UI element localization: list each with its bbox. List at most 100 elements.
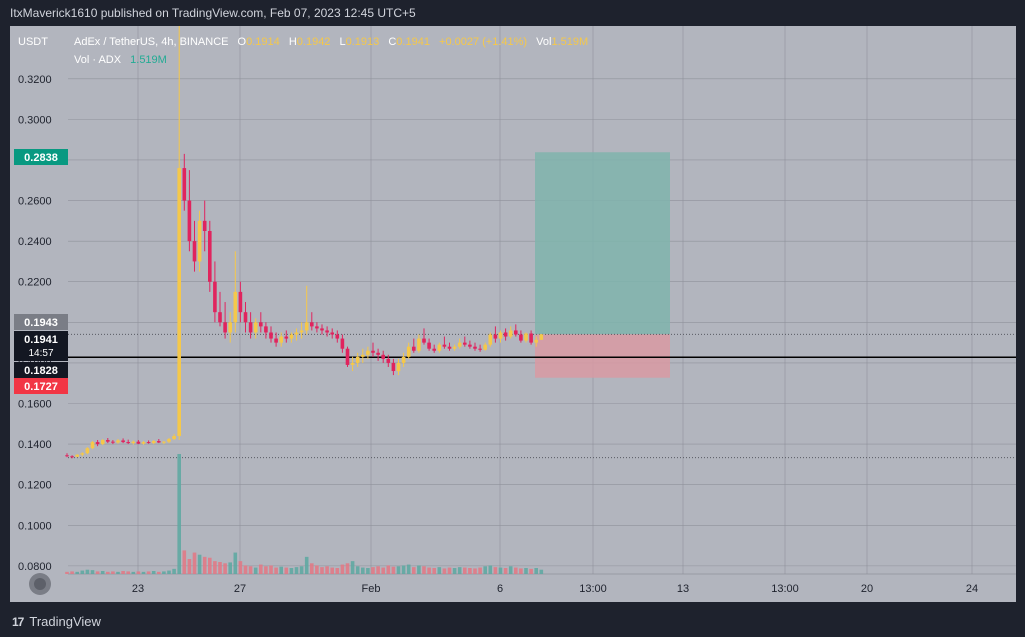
volume-bar xyxy=(116,571,120,574)
volume-bar xyxy=(366,568,370,574)
candles xyxy=(65,26,544,459)
candle-body xyxy=(218,312,222,323)
volume-bar xyxy=(350,561,355,574)
candle-body xyxy=(208,230,212,282)
volume-bar xyxy=(126,571,130,574)
volume-bar xyxy=(111,571,115,574)
long-position-tool[interactable] xyxy=(535,152,670,378)
volume-bar xyxy=(376,566,380,574)
candle-body xyxy=(100,440,105,445)
volume-bar xyxy=(172,568,176,574)
candle-body xyxy=(396,362,401,372)
volume-bar xyxy=(121,571,125,574)
volume-bar xyxy=(457,567,462,574)
candle-body xyxy=(85,448,90,454)
volume-indicator-title[interactable]: Vol · ADX xyxy=(74,54,122,66)
profit-zone xyxy=(535,152,670,335)
target-badge-bg xyxy=(14,149,68,165)
volume-bar xyxy=(498,567,503,574)
high-value: 0.1942 xyxy=(297,36,331,48)
candle-body xyxy=(345,348,350,365)
symbol-title[interactable]: AdEx / TetherUS, 4h, BINANCE xyxy=(74,36,228,48)
candle-body xyxy=(70,456,74,458)
candle-body xyxy=(488,334,493,345)
volume-bars xyxy=(65,454,544,574)
candle-body xyxy=(233,291,238,323)
volume-bar xyxy=(355,566,360,574)
candle-body xyxy=(508,330,513,337)
volume-bar xyxy=(182,550,187,574)
volume-bar xyxy=(488,565,493,574)
scroll-dot-icon xyxy=(34,578,46,590)
candle-body xyxy=(320,328,324,331)
candle-body xyxy=(167,439,171,442)
candle-body xyxy=(493,334,498,339)
time-tick-label: 20 xyxy=(861,583,873,595)
candle-body xyxy=(498,332,503,339)
candle-body xyxy=(213,281,217,313)
volume-bar xyxy=(304,556,309,574)
volume-bar xyxy=(514,567,518,574)
close-value: 0.1941 xyxy=(396,36,430,48)
volume-bar xyxy=(299,566,304,574)
candle-body xyxy=(524,333,528,341)
volume-bar xyxy=(157,571,161,574)
volume-bar xyxy=(539,569,544,574)
volume-bar xyxy=(284,567,289,574)
brand-name: TradingView xyxy=(29,614,101,629)
candle-body xyxy=(447,346,452,349)
price-tick-label: 0.3000 xyxy=(18,114,52,126)
candle-body xyxy=(534,339,538,343)
volume-bar xyxy=(437,567,442,574)
legend: USDT AdEx / TetherUS, 4h, BINANCE O0.191… xyxy=(18,36,588,66)
candle-body xyxy=(529,333,533,343)
candle-body xyxy=(284,336,289,339)
candle-body xyxy=(340,338,345,349)
volume-bar xyxy=(213,561,217,574)
time-tick-label: 6 xyxy=(497,583,503,595)
line-level-badge-bg xyxy=(14,362,68,378)
volume-bar xyxy=(238,561,243,574)
scroll-button[interactable] xyxy=(29,573,51,595)
candle-body xyxy=(299,330,304,333)
volume-bar xyxy=(468,568,472,574)
high-label: H xyxy=(289,36,297,48)
low-label: L xyxy=(340,36,346,48)
candle-body xyxy=(274,338,278,343)
candle-body xyxy=(187,200,192,242)
volume-bar xyxy=(320,567,324,574)
price-tick-label: 0.1000 xyxy=(18,520,52,532)
time-tick-label: 27 xyxy=(234,583,246,595)
price-chart[interactable]: 0.08000.10000.12000.14000.16000.18000.20… xyxy=(10,26,1016,602)
candle-body xyxy=(350,362,355,365)
time-scale[interactable]: 23 27 Feb 6 13:00 13 13:00 20 24 xyxy=(132,583,978,595)
volume-bar xyxy=(529,568,533,574)
candle-body xyxy=(417,338,421,351)
volume-bar xyxy=(218,562,222,574)
candle-body xyxy=(355,356,360,363)
volume-bar xyxy=(386,565,391,574)
volume-bar xyxy=(70,571,74,574)
chart-area[interactable]: 0.08000.10000.12000.14000.16000.18000.20… xyxy=(10,26,1016,602)
volume-bar xyxy=(289,568,294,574)
price-tick-label: 0.0800 xyxy=(18,561,52,573)
volume-bar xyxy=(259,564,263,574)
volume-bar xyxy=(106,571,110,574)
price-tick-label: 0.2400 xyxy=(18,236,52,248)
candle-body xyxy=(223,322,227,333)
volume-bar xyxy=(100,571,105,574)
legend-main-line: AdEx / TetherUS, 4h, BINANCE O0.1914 H0.… xyxy=(74,36,588,48)
candle-body xyxy=(483,344,487,350)
candle-body xyxy=(141,442,146,444)
candle-body xyxy=(412,346,416,351)
bar-countdown-label: 14:57 xyxy=(28,348,53,359)
candle-body xyxy=(422,338,426,343)
volume-bar xyxy=(151,571,156,574)
candle-body xyxy=(192,241,197,262)
candle-body xyxy=(315,326,319,329)
candle-body xyxy=(157,441,161,443)
volume-bar xyxy=(391,566,396,574)
price-badges: 0.2838 0.1943 0.1941 14:57 0.1828 0.1727 xyxy=(14,149,68,394)
volume-bar xyxy=(131,571,136,574)
volume-bar xyxy=(75,571,79,574)
